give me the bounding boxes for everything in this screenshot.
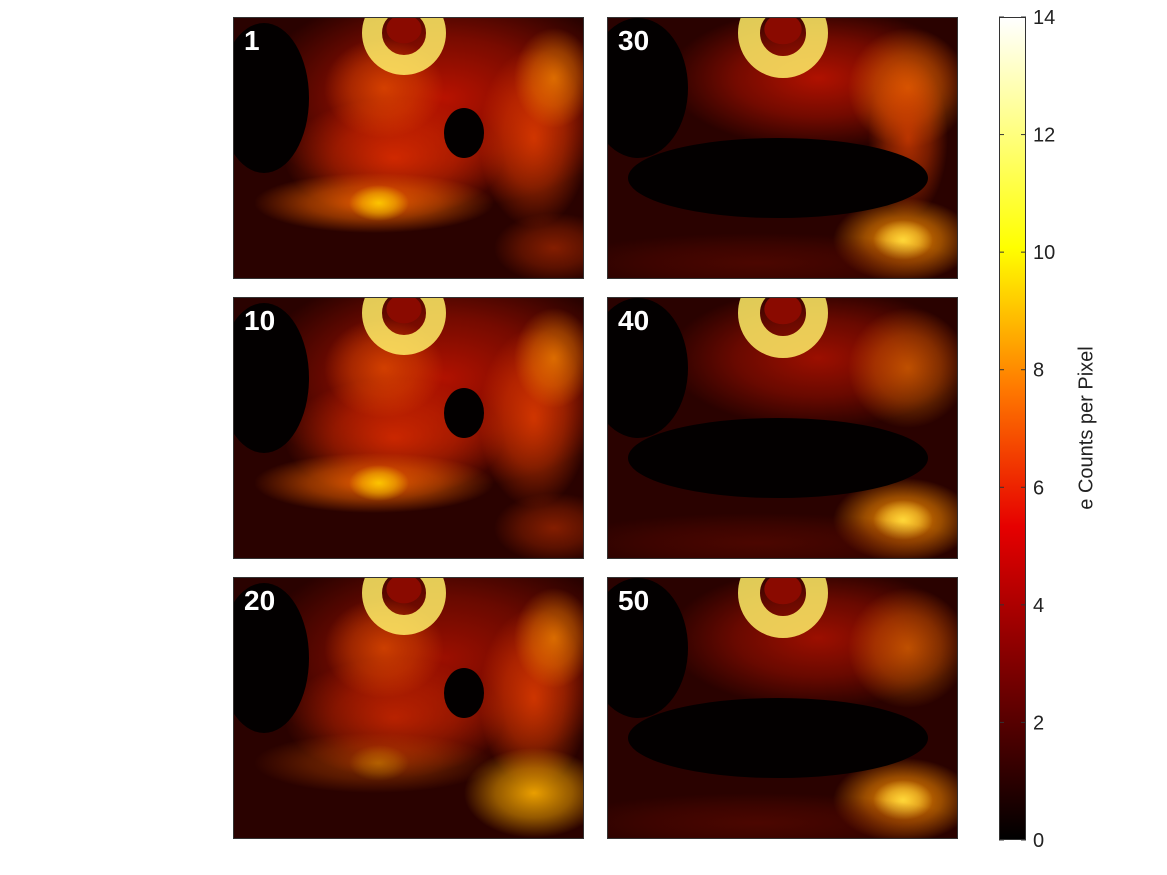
intensity-blob [514, 28, 583, 128]
dark-region [234, 23, 309, 173]
heatmap-image [608, 298, 957, 558]
colorbar-tick-label: 2 [1033, 712, 1044, 734]
intensity-blob [494, 493, 583, 558]
intensity-blob [608, 513, 957, 558]
dark-region [628, 698, 928, 778]
heatmap-image [234, 298, 583, 558]
heatmap-image [234, 578, 583, 838]
ring-center [764, 578, 802, 605]
dark-region [444, 108, 484, 158]
ring-center [764, 18, 802, 45]
intensity-blob [608, 233, 957, 278]
bright-ring [362, 578, 446, 635]
intensity-blob [349, 465, 409, 501]
intensity-blob [848, 588, 957, 708]
panel-label: 20 [244, 585, 276, 616]
panel-label: 40 [618, 305, 650, 336]
colorbar-tick-label: 12 [1033, 125, 1055, 147]
heatmap-panel-50: 50 [607, 577, 958, 839]
intensity-blob [464, 748, 583, 838]
panel-label: 30 [618, 25, 650, 56]
dark-region [628, 418, 928, 498]
bright-ring [362, 298, 446, 355]
intensity-blob [494, 213, 583, 278]
panel-label: 10 [244, 305, 276, 336]
dark-region [444, 668, 484, 718]
dark-region [234, 303, 309, 453]
intensity-blob [349, 745, 409, 781]
heatmap-panel-1: 1 [233, 17, 584, 279]
intensity-blob [349, 185, 409, 221]
dark-region [444, 388, 484, 438]
heatmap-panel-30: 30 [607, 17, 958, 279]
dark-region [234, 583, 309, 733]
dark-region [608, 578, 688, 718]
dark-region [608, 298, 688, 438]
ring-center [386, 18, 422, 44]
dark-region [628, 138, 928, 218]
colorbar-tick-label: 10 [1033, 242, 1055, 264]
bright-ring [738, 578, 828, 638]
colorbar-tick-label: 0 [1033, 830, 1044, 852]
heatmap-panel-10: 10 [233, 297, 584, 559]
heatmap-panel-20: 20 [233, 577, 584, 839]
panel-label: 50 [618, 585, 650, 616]
ring-center [386, 578, 422, 604]
panel-label: 1 [244, 25, 260, 56]
colorbar-tick-label: 4 [1033, 595, 1044, 617]
heatmap-panel-40: 40 [607, 297, 958, 559]
heatmap-image [608, 18, 957, 278]
intensity-blob [514, 308, 583, 408]
colorbar-tick-label: 14 [1033, 7, 1055, 29]
colorbar [999, 17, 1026, 840]
heatmap-image [608, 578, 957, 838]
colorbar-tick-label: 6 [1033, 477, 1044, 499]
ring-center [764, 298, 802, 325]
ring-center [386, 298, 422, 324]
heatmap-image [234, 18, 583, 278]
intensity-blob [608, 793, 957, 838]
dark-region [608, 18, 688, 158]
bright-ring [362, 18, 446, 75]
intensity-blob [848, 308, 957, 428]
intensity-blob [514, 588, 583, 688]
colorbar-tick-label: 8 [1033, 360, 1044, 382]
bright-ring [738, 18, 828, 78]
bright-ring [738, 298, 828, 358]
colorbar-label: e Counts per Pixel [1075, 346, 1098, 510]
